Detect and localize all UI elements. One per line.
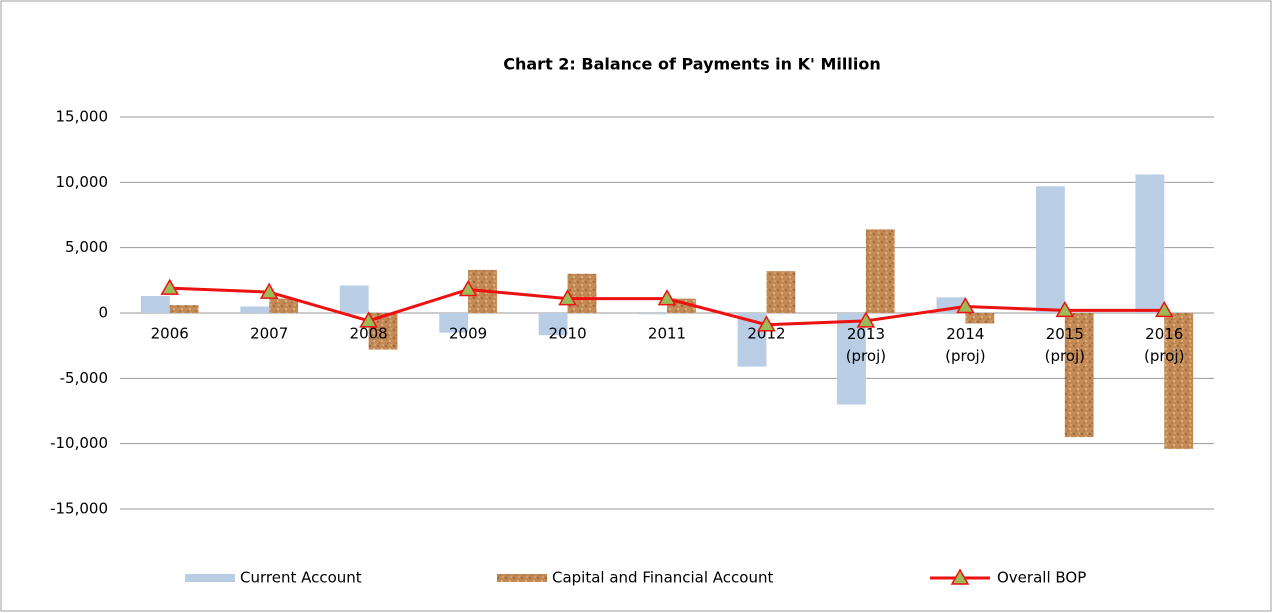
chart-title: Chart 2: Balance of Payments in K' Milli… — [503, 55, 880, 74]
line-marker — [359, 311, 378, 328]
bar — [269, 298, 299, 313]
bar — [965, 313, 995, 324]
bar — [638, 313, 667, 315]
legend-label: Overall BOP — [997, 569, 1086, 587]
bar — [1164, 313, 1194, 449]
line-marker — [160, 278, 180, 295]
x-tick-label: 2006 — [151, 325, 189, 343]
line-marker — [1154, 300, 1174, 318]
bar — [837, 313, 866, 405]
bar — [169, 305, 199, 313]
bar — [339, 285, 369, 313]
legend-marker — [950, 568, 970, 585]
y-tick-label: 10,000 — [56, 173, 109, 191]
x-tick-label: 2014 (proj) — [945, 325, 985, 365]
bar — [538, 313, 568, 336]
x-tick-label: 2008 — [350, 325, 388, 343]
legend-swatch — [497, 574, 547, 582]
y-tick-label: 5,000 — [65, 238, 108, 256]
y-tick-label: 15,000 — [56, 108, 109, 126]
line-marker — [956, 296, 975, 314]
x-tick-label: 2016 (proj) — [1144, 325, 1184, 365]
line-marker — [657, 289, 677, 306]
line-marker — [757, 315, 776, 332]
bar — [240, 306, 270, 313]
legend-label: Current Account — [240, 569, 362, 587]
y-tick-label: -10,000 — [50, 434, 108, 452]
x-tick-label: 2009 — [449, 325, 487, 343]
x-tick-label: 2010 — [548, 325, 586, 343]
bar — [1064, 313, 1094, 438]
y-tick-label: -5,000 — [60, 369, 108, 387]
line-marker — [259, 282, 279, 299]
bar — [1135, 174, 1165, 313]
bar — [865, 229, 895, 313]
legend-swatch — [185, 574, 235, 582]
line-marker — [856, 311, 876, 328]
line-marker — [558, 289, 577, 306]
bar — [1035, 186, 1065, 313]
y-tick-label: -15,000 — [50, 500, 108, 518]
line-marker — [458, 279, 478, 297]
bar — [439, 313, 469, 333]
x-tick-label: 2011 — [648, 325, 686, 343]
x-tick-label: 2013 (proj) — [846, 325, 886, 365]
x-tick-label: 2012 — [747, 325, 785, 343]
x-tick-label: 2007 — [250, 325, 288, 343]
bar — [766, 271, 796, 313]
y-tick-label: 0 — [98, 304, 108, 322]
line-marker — [1055, 300, 1075, 318]
x-tick-label: 2015 (proj) — [1045, 325, 1085, 365]
legend-label: Capital and Financial Account — [552, 569, 773, 587]
bar — [140, 296, 170, 313]
bar — [567, 273, 597, 313]
